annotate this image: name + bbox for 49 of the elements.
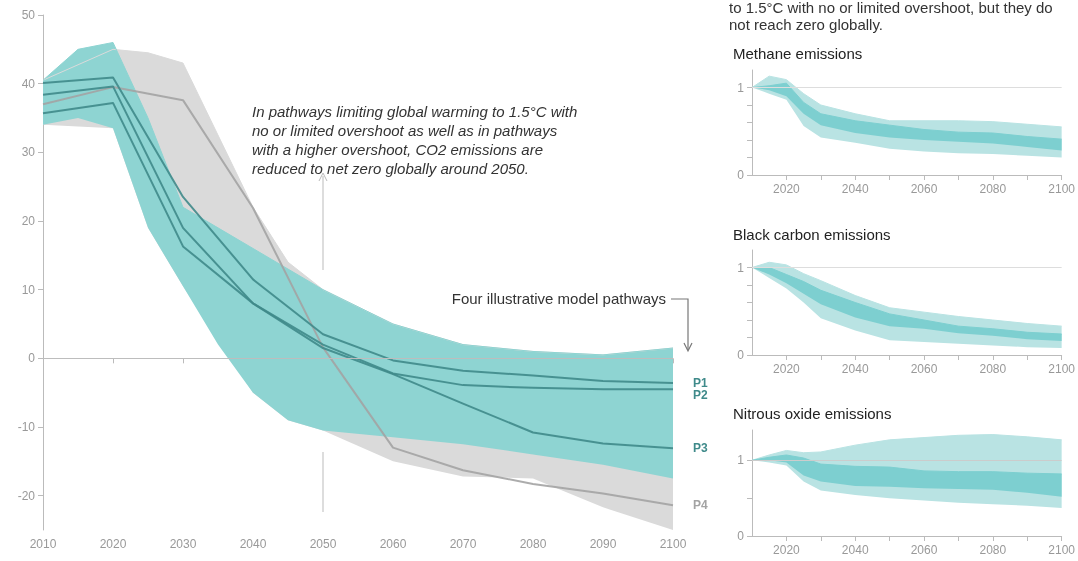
x-tick-label: 2080: [979, 543, 1007, 557]
series-label: P3: [693, 441, 708, 456]
chart-title: Black carbon emissions: [733, 226, 891, 243]
x-tick-label: 2060: [910, 362, 938, 376]
x-tick-label: 2020: [99, 537, 127, 551]
x-tick-label: 2040: [841, 182, 869, 196]
x-tick-label: 2020: [773, 182, 801, 196]
x-tick-label: 2090: [589, 537, 617, 551]
x-tick-label: 2080: [519, 537, 547, 551]
y-tick-label: 1: [737, 453, 745, 468]
y-tick-label: 1: [737, 80, 745, 95]
x-tick-label: 2030: [169, 537, 197, 551]
x-tick-label: 2040: [841, 362, 869, 376]
x-tick-label: 2070: [449, 537, 477, 551]
x-tick-label: 2020: [773, 543, 801, 557]
series-label: P2: [693, 388, 708, 403]
x-tick-label: 2020: [773, 362, 801, 376]
x-tick-label: 2060: [910, 182, 938, 196]
y-tick-label: -20: [17, 488, 36, 503]
y-tick-label: 50: [21, 8, 36, 22]
x-tick-label: 2100: [1048, 543, 1076, 557]
x-tick-label: 2060: [379, 537, 407, 551]
x-tick-label: 2100: [1048, 362, 1076, 376]
y-tick-label: 20: [21, 214, 36, 228]
y-tick-label: 0: [737, 348, 745, 362]
annotation: In pathways limiting global warming to 1.5°C with no or limited overshoot as well as in pathways with a higher overshoot, CO2 emissions are reduced to net zero globally around 2050.: [252, 102, 579, 178]
x-tick-label: 2100: [1048, 182, 1076, 196]
y-tick-label: 0: [737, 529, 745, 543]
x-tick-label: 2040: [841, 543, 869, 557]
x-tick-label: 2100: [659, 537, 687, 551]
y-tick-label: 30: [21, 145, 36, 160]
y-tick-label: 10: [21, 282, 36, 297]
annotation: Four illustrative model pathways: [450, 289, 666, 308]
y-tick-label: 0: [737, 168, 745, 182]
x-tick-label: 2080: [979, 362, 1007, 376]
chart-title: Nitrous oxide emissions: [733, 405, 892, 422]
series-label: P1: [693, 376, 708, 391]
x-tick-label: 2040: [239, 537, 267, 551]
chart-title: Methane emissions: [733, 45, 863, 62]
x-tick-label: 2080: [979, 182, 1007, 196]
y-tick-label: 1: [737, 260, 745, 275]
series-label: P4: [693, 498, 708, 513]
x-tick-label: 2060: [910, 543, 938, 557]
text: to 1.5°C with no or limited overshoot, but they do not reach zero globally.: [729, 0, 1054, 33]
y-tick-label: -10: [17, 420, 36, 434]
y-tick-label: 40: [21, 76, 36, 91]
x-tick-label: 2050: [309, 537, 337, 551]
x-tick-label: 2010: [29, 537, 57, 551]
y-tick-label: 0: [28, 351, 36, 366]
